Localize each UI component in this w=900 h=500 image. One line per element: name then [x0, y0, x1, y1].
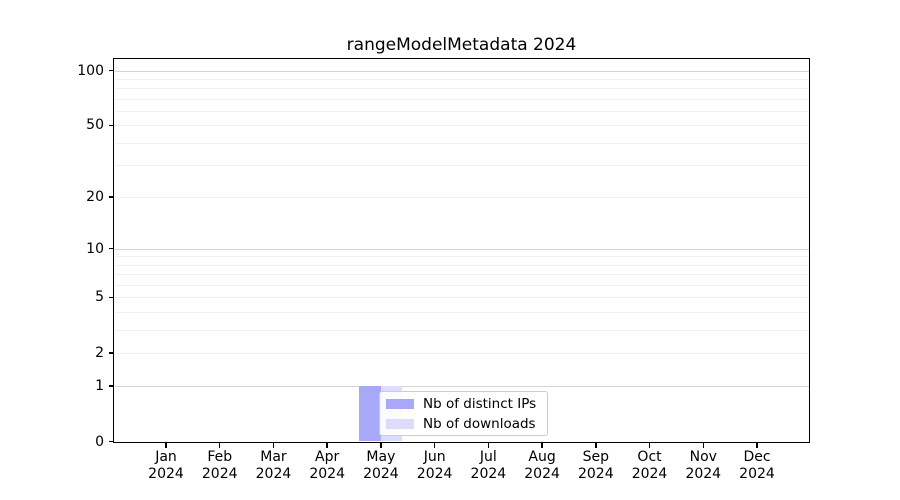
x-tick-label: Jul 2024 [470, 449, 507, 482]
x-tick [326, 443, 328, 448]
y-tick-label: 5 [95, 289, 104, 306]
x-tick [487, 443, 490, 448]
legend: Nb of distinct IPs Nb of downloads [379, 391, 548, 436]
x-tick [380, 443, 382, 448]
x-tick-label: Feb 2024 [201, 449, 238, 482]
gridline-minor [114, 165, 809, 167]
y-tick-label: 2 [95, 345, 104, 362]
x-tick-label: Mar 2024 [255, 449, 292, 482]
y-tick [108, 247, 114, 250]
bar-distinct-ips-may [359, 385, 381, 442]
y-tick [108, 352, 114, 354]
legend-label-distinct-ips: Nb of distinct IPs [423, 395, 537, 412]
x-tick-label: Oct 2024 [631, 449, 668, 482]
gridline-minor [114, 330, 809, 332]
legend-swatch-downloads [386, 418, 414, 429]
legend-swatch-distinct-ips [386, 398, 414, 409]
x-tick-label: Jun 2024 [416, 449, 453, 482]
gridline-minor [114, 196, 809, 198]
y-tick-label: 50 [86, 117, 104, 134]
legend-item-downloads: Nb of downloads [386, 416, 541, 432]
x-tick [595, 443, 597, 448]
chart-title: rangeModelMetadata 2024 [346, 35, 577, 55]
gridline-minor [114, 353, 809, 355]
x-tick-label: Jan 2024 [148, 449, 184, 482]
x-tick [272, 443, 275, 448]
x-tick-label: Sep 2024 [577, 449, 614, 482]
gridline-minor [114, 78, 809, 80]
y-tick [108, 196, 114, 198]
y-tick [108, 440, 114, 443]
x-tick [648, 443, 651, 448]
y-tick-label: 0 [95, 433, 104, 450]
x-tick [165, 443, 167, 448]
gridline-minor [114, 125, 809, 127]
x-tick [433, 443, 436, 448]
gridline-major [114, 248, 809, 250]
x-tick-label: May 2024 [363, 449, 399, 482]
y-tick [108, 124, 114, 127]
gridline-minor [114, 264, 809, 266]
gridline-minor [114, 98, 809, 100]
gridline-minor [114, 285, 809, 287]
y-tick [108, 385, 114, 387]
legend-item-distinct-ips: Nb of distinct IPs [386, 396, 541, 412]
y-tick-label: 100 [77, 62, 104, 79]
x-tick-label: Nov 2024 [685, 449, 722, 482]
y-tick-label: 20 [86, 188, 104, 205]
y-tick [108, 69, 114, 72]
x-tick [218, 443, 221, 448]
gridline-minor [114, 256, 809, 258]
y-tick [108, 296, 114, 299]
x-tick [541, 443, 543, 448]
gridline-major [114, 385, 809, 387]
gridline-minor [114, 88, 809, 90]
gridline-major [114, 70, 809, 72]
gridline-minor [114, 142, 809, 144]
y-tick-label: 1 [95, 377, 104, 394]
gridline-minor [114, 312, 809, 314]
gridline-minor [114, 297, 809, 299]
x-tick-label: Apr 2024 [309, 449, 345, 482]
x-tick [702, 443, 705, 448]
x-tick [756, 443, 758, 448]
gridline-minor [114, 111, 809, 113]
x-tick-label: Aug 2024 [524, 449, 560, 482]
y-tick-label: 10 [86, 240, 104, 257]
x-tick-label: Dec 2024 [739, 449, 775, 482]
legend-label-downloads: Nb of downloads [423, 415, 536, 432]
gridline-minor [114, 274, 809, 276]
